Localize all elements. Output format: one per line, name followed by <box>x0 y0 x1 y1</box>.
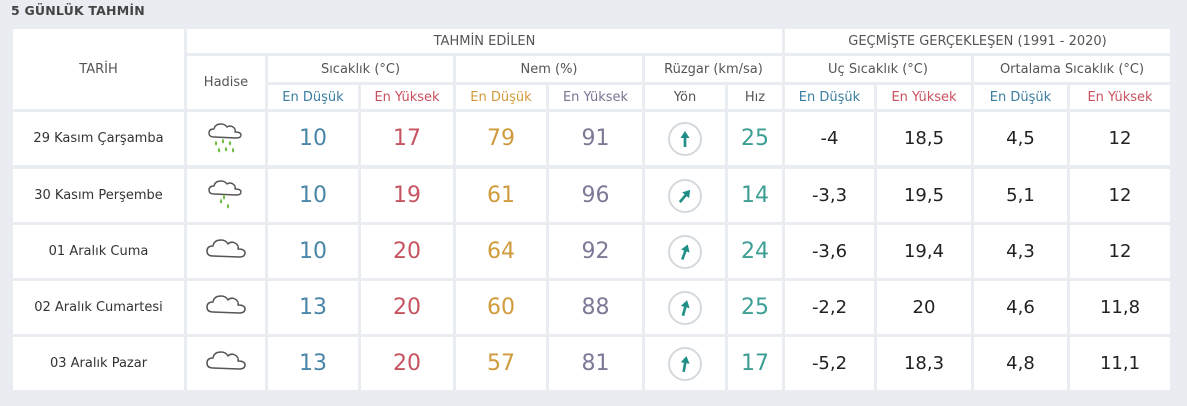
wind-arrow-icon <box>668 346 702 381</box>
header-tahmin-edilen: TAHMİN EDİLEN <box>187 29 782 53</box>
cell-humidity-max: 81 <box>549 337 642 390</box>
cell-wind-direction <box>645 337 725 390</box>
cell-hadise <box>187 281 265 334</box>
light-rain-icon <box>204 174 248 218</box>
cell-extreme-max: 18,3 <box>877 337 971 390</box>
cell-hadise <box>187 169 265 222</box>
subheader-sicaklik-max: En Yüksek <box>361 85 453 109</box>
cell-humidity-min: 61 <box>456 169 546 222</box>
subheader-uc-max: En Yüksek <box>877 85 971 109</box>
cloud-icon <box>204 286 248 330</box>
cell-temp-min: 10 <box>268 225 358 278</box>
cell-extreme-max: 19,5 <box>877 169 971 222</box>
header-ruzgar: Rüzgar (km/sa) <box>645 56 782 82</box>
cell-humidity-max: 91 <box>549 112 642 165</box>
cell-extreme-min: -3,3 <box>785 169 874 222</box>
cell-wind-speed: 17 <box>728 337 782 390</box>
cell-temp-min: 13 <box>268 337 358 390</box>
header-nem: Nem (%) <box>456 56 642 82</box>
cell-humidity-min: 64 <box>456 225 546 278</box>
subheader-nem-min: En Düşük <box>456 85 546 109</box>
subheader-sicaklik-min: En Düşük <box>268 85 358 109</box>
wind-arrow-icon <box>668 290 702 325</box>
cell-wind-speed: 24 <box>728 225 782 278</box>
cloud-icon <box>204 342 248 386</box>
cell-wind-speed: 14 <box>728 169 782 222</box>
cell-avg-max: 12 <box>1070 225 1170 278</box>
wind-arrow-icon <box>668 178 702 213</box>
cell-wind-speed: 25 <box>728 112 782 165</box>
cell-extreme-min: -3,6 <box>785 225 874 278</box>
cell-date: 01 Aralık Cuma <box>13 225 184 278</box>
header-tarih: TARİH <box>13 29 184 109</box>
cloud-icon <box>204 230 248 274</box>
cell-avg-max: 12 <box>1070 112 1170 165</box>
cell-extreme-min: -5,2 <box>785 337 874 390</box>
cell-wind-speed: 25 <box>728 281 782 334</box>
cell-avg-max: 12 <box>1070 169 1170 222</box>
cell-date: 03 Aralık Pazar <box>13 337 184 390</box>
section-title: 5 GÜNLÜK TAHMİN <box>11 3 145 18</box>
cell-extreme-max: 18,5 <box>877 112 971 165</box>
cell-humidity-max: 96 <box>549 169 642 222</box>
cell-temp-max: 17 <box>361 112 453 165</box>
cell-temp-min: 10 <box>268 112 358 165</box>
cell-humidity-min: 57 <box>456 337 546 390</box>
cell-temp-min: 13 <box>268 281 358 334</box>
header-gecmis: GEÇMİŞTE GERÇEKLEŞEN (1991 - 2020) <box>785 29 1170 53</box>
subheader-ort-min: En Düşük <box>974 85 1067 109</box>
cell-wind-direction <box>645 225 725 278</box>
cell-extreme-max: 19,4 <box>877 225 971 278</box>
cell-avg-max: 11,1 <box>1070 337 1170 390</box>
cell-hadise <box>187 112 265 165</box>
header-ortalama-sicaklik: Ortalama Sıcaklık (°C) <box>974 56 1170 82</box>
cell-humidity-min: 60 <box>456 281 546 334</box>
subheader-uc-min: En Düşük <box>785 85 874 109</box>
cell-date: 02 Aralık Cumartesi <box>13 281 184 334</box>
subheader-ort-max: En Yüksek <box>1070 85 1170 109</box>
cell-avg-max: 11,8 <box>1070 281 1170 334</box>
header-uc-sicaklik: Uç Sıcaklık (°C) <box>785 56 971 82</box>
cell-temp-max: 20 <box>361 281 453 334</box>
cell-wind-direction <box>645 169 725 222</box>
cell-date: 30 Kasım Perşembe <box>13 169 184 222</box>
cell-hadise <box>187 337 265 390</box>
cell-temp-min: 10 <box>268 169 358 222</box>
cell-avg-min: 4,5 <box>974 112 1067 165</box>
cell-hadise <box>187 225 265 278</box>
cell-avg-min: 4,3 <box>974 225 1067 278</box>
cell-date: 29 Kasım Çarşamba <box>13 112 184 165</box>
cell-avg-min: 5,1 <box>974 169 1067 222</box>
subheader-yon: Yön <box>645 85 725 109</box>
cell-avg-min: 4,6 <box>974 281 1067 334</box>
cell-wind-direction <box>645 112 725 165</box>
cell-temp-max: 19 <box>361 169 453 222</box>
wind-arrow-icon <box>668 121 702 156</box>
cell-extreme-max: 20 <box>877 281 971 334</box>
cell-wind-direction <box>645 281 725 334</box>
subheader-hiz: Hız <box>728 85 782 109</box>
cell-temp-max: 20 <box>361 337 453 390</box>
wind-arrow-icon <box>668 234 702 269</box>
cell-temp-max: 20 <box>361 225 453 278</box>
cell-extreme-min: -4 <box>785 112 874 165</box>
rain-icon <box>204 117 248 161</box>
cell-extreme-min: -2,2 <box>785 281 874 334</box>
cell-avg-min: 4,8 <box>974 337 1067 390</box>
cell-humidity-min: 79 <box>456 112 546 165</box>
cell-humidity-max: 88 <box>549 281 642 334</box>
header-sicaklik: Sıcaklık (°C) <box>268 56 453 82</box>
header-hadise: Hadise <box>187 56 265 109</box>
cell-humidity-max: 92 <box>549 225 642 278</box>
subheader-nem-max: En Yüksek <box>549 85 642 109</box>
